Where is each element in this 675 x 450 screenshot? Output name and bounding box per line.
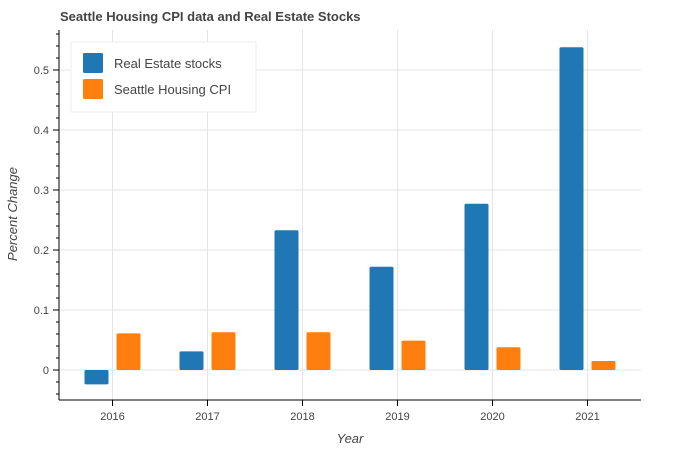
legend-label: Seattle Housing CPI	[114, 82, 231, 97]
grid-lines	[59, 30, 641, 400]
x-tick-label: 2020	[480, 411, 504, 423]
axes-group: 0 0.1 0.2 0.3 0.4 0.5 2016 2017 2018 2019 2020 2021	[34, 30, 641, 423]
bars-group	[84, 47, 616, 385]
chart-title: Seattle Housing CPI data and Real Estate…	[60, 9, 361, 24]
x-tick-label: 2018	[290, 411, 314, 423]
bar	[116, 333, 141, 370]
bar	[179, 351, 204, 370]
y-tick-label: 0.1	[34, 305, 49, 317]
legend: Real Estate stocks Seattle Housing CPI	[70, 41, 257, 113]
y-tick-label: 0.3	[34, 185, 49, 197]
legend-swatch	[83, 79, 103, 99]
bar	[211, 332, 236, 370]
legend-frame	[70, 41, 257, 113]
x-tick-label: 2019	[385, 411, 409, 423]
y-tick-label: 0.2	[34, 245, 49, 257]
y-axis-title: Percent Change	[5, 167, 20, 261]
bar	[464, 203, 489, 370]
bar	[401, 340, 426, 370]
y-tick-label: 0	[43, 365, 49, 377]
bar	[496, 347, 521, 370]
x-axis-title: Year	[337, 431, 364, 446]
x-tick-label: 2016	[100, 411, 124, 423]
bar	[84, 370, 109, 385]
x-tick-label: 2017	[195, 411, 219, 423]
legend-label: Real Estate stocks	[114, 56, 222, 71]
bar	[274, 230, 299, 370]
legend-swatch	[83, 53, 103, 73]
bar	[369, 266, 394, 370]
bar	[559, 47, 584, 370]
bar	[306, 332, 331, 370]
y-tick-label: 0.5	[34, 65, 49, 77]
bar	[591, 361, 616, 370]
y-tick-label: 0.4	[34, 125, 49, 137]
x-tick-label: 2021	[575, 411, 599, 423]
